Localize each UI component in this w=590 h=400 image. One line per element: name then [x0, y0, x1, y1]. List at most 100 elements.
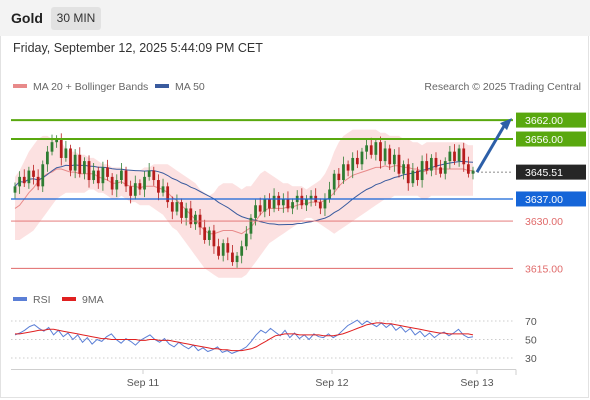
rsi-tick-label: 70	[525, 316, 537, 328]
candle	[402, 164, 405, 174]
candle	[420, 161, 424, 181]
ma20-line	[14, 165, 473, 235]
candle	[64, 148, 68, 158]
time-tick-label: Sep 13	[460, 377, 493, 389]
timeframe-button[interactable]: 30 MIN	[51, 7, 101, 30]
candle	[281, 198, 285, 206]
bollinger-band	[15, 129, 473, 278]
candle	[462, 148, 466, 165]
ma20-legend-swatch	[13, 84, 27, 88]
last-price-tag	[516, 164, 586, 180]
candle	[221, 243, 225, 256]
candle	[212, 230, 216, 247]
candle	[83, 161, 86, 174]
candle	[332, 173, 336, 190]
candle	[318, 202, 322, 209]
candle	[161, 186, 165, 193]
rsi-line	[14, 319, 474, 354]
time-axis: Sep 11 Sep 12 Sep 13	[11, 369, 517, 389]
candle	[263, 198, 267, 212]
candle	[374, 142, 378, 155]
candle	[235, 255, 239, 263]
main-plot	[13, 129, 475, 278]
chart-frame	[0, 36, 589, 398]
pivot-level-label: 3637.00	[525, 194, 563, 206]
candle	[249, 217, 253, 234]
candle	[96, 170, 100, 184]
candle	[110, 176, 114, 190]
candle	[226, 243, 230, 253]
support-level-label: 3630.00	[525, 216, 563, 228]
time-tick-label: Sep 12	[315, 377, 348, 389]
candle	[184, 208, 188, 218]
candle	[466, 164, 470, 174]
rsi-ma-line	[15, 322, 474, 352]
candle	[207, 230, 211, 240]
copyright-label: Research © 2025 Trading Central	[424, 81, 581, 93]
candle	[73, 154, 77, 171]
rsi-legend: RSI 9MA	[13, 294, 104, 306]
symbol-title: Gold	[11, 10, 43, 26]
candle	[411, 170, 415, 184]
time-tick-label: Sep 11	[127, 377, 160, 389]
rsi-tick-label: 30	[525, 353, 537, 365]
candle	[323, 198, 327, 209]
candle	[309, 195, 313, 199]
candle	[129, 186, 133, 196]
resistance-level-tag	[516, 112, 586, 128]
candle	[406, 164, 410, 184]
candle	[397, 154, 401, 174]
candle	[133, 183, 137, 196]
candle	[439, 167, 443, 174]
candle	[383, 148, 387, 162]
support-level-label: 3615.00	[525, 263, 563, 275]
ma20-legend-label: MA 20 + Bollinger Bands	[33, 81, 148, 93]
candle	[443, 161, 447, 174]
candle	[244, 233, 248, 247]
resistance-level-label: 3662.00	[525, 115, 563, 127]
candle	[379, 142, 382, 162]
forecast-arrow	[475, 125, 506, 173]
candle	[277, 195, 281, 206]
candle	[425, 161, 429, 171]
candle	[240, 246, 244, 256]
candle	[152, 170, 156, 181]
candle	[268, 198, 271, 209]
candle	[305, 198, 308, 206]
candle	[101, 167, 105, 184]
candle	[203, 227, 207, 240]
rsi-panel: 70 50 30	[11, 316, 537, 365]
candle	[457, 148, 461, 162]
candle	[291, 202, 294, 209]
candle	[453, 151, 456, 162]
candle	[92, 170, 96, 181]
candle	[157, 180, 160, 193]
candle	[342, 164, 345, 181]
candle	[189, 208, 193, 225]
rsi-legend-swatch	[13, 297, 27, 301]
rsi-tick-label: 50	[525, 335, 537, 347]
candle	[258, 205, 262, 212]
candle	[328, 189, 331, 199]
candle	[143, 176, 146, 190]
pivot-level-tag	[516, 191, 586, 207]
candle	[13, 186, 17, 193]
candle	[254, 205, 257, 218]
last-price-label: 3645.51	[525, 167, 563, 179]
rsi-ma-legend-swatch	[62, 297, 76, 301]
rsi-legend-label: RSI	[33, 294, 51, 306]
forecast-arrowhead	[500, 118, 512, 131]
price-levels: 3662.00 3656.00 3645.51 3637.00 3630.00 3615.…	[11, 112, 586, 275]
candle	[55, 139, 59, 143]
candle	[429, 157, 433, 171]
candle	[355, 157, 359, 165]
candle	[448, 151, 452, 162]
candle	[388, 148, 392, 165]
candle	[147, 170, 151, 177]
candle	[365, 145, 368, 152]
candle	[337, 173, 341, 181]
candle	[272, 195, 276, 209]
candle	[138, 183, 142, 190]
candle	[87, 161, 91, 181]
